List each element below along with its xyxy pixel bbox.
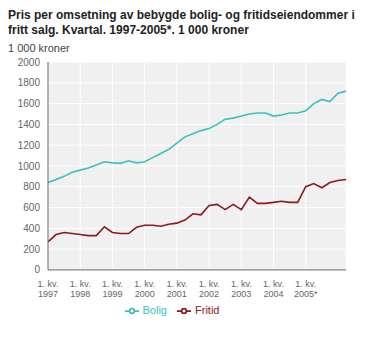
html-text:Pris per omsetning av bebygde: Pris per omsetning av bebygde bolig- og … bbox=[8, 8, 355, 37]
svg-text:1200: 1200 bbox=[18, 140, 41, 151]
svg-text:400: 400 bbox=[23, 223, 40, 234]
html-text:1 000 kroner: 1 000 kroner bbox=[8, 42, 70, 54]
svg-text:0: 0 bbox=[34, 264, 40, 275]
svg-text:1. kv.2005*: 1. kv.2005* bbox=[294, 279, 318, 299]
svg-text:1400: 1400 bbox=[18, 119, 41, 130]
svg-text:1600: 1600 bbox=[18, 98, 41, 109]
svg-text:1. kv.1998: 1. kv.1998 bbox=[70, 279, 91, 299]
svg-text:1000: 1000 bbox=[18, 161, 41, 172]
svg-text:800: 800 bbox=[23, 181, 40, 192]
svg-text:1. kv.2000: 1. kv.2000 bbox=[134, 279, 155, 299]
html-text:Bolig: Bolig bbox=[142, 303, 167, 316]
svg-text:2000: 2000 bbox=[18, 57, 41, 68]
html-text:Fritid: Fritid bbox=[195, 303, 220, 316]
svg-text:600: 600 bbox=[23, 202, 40, 213]
svg-text:200: 200 bbox=[23, 244, 40, 255]
svg-text:1. kv.2001: 1. kv.2001 bbox=[166, 279, 187, 299]
svg-text:1. kv.1999: 1. kv.1999 bbox=[102, 279, 123, 299]
svg-text:1. kv.2004: 1. kv.2004 bbox=[263, 279, 284, 299]
svg-text:1. kv.2002: 1. kv.2002 bbox=[199, 279, 220, 299]
svg-text:1800: 1800 bbox=[18, 77, 41, 88]
svg-text:1. kv.1997: 1. kv.1997 bbox=[38, 279, 59, 299]
svg-text:1. kv.2003: 1. kv.2003 bbox=[231, 279, 252, 299]
